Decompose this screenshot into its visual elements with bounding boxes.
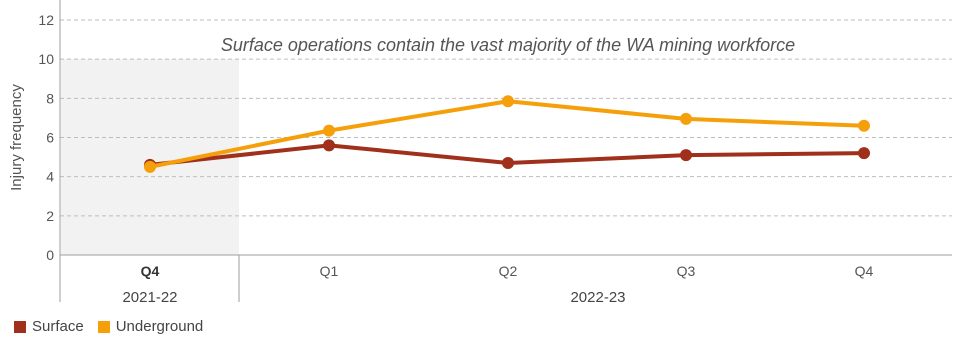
legend-swatch-underground [97, 320, 110, 333]
x-tick-label: Q2 [499, 263, 518, 279]
y-tick-label: 12 [38, 12, 54, 28]
gridlines [60, 19, 952, 217]
data-point-underground [858, 119, 870, 132]
y-tick-labels: 0 2 4 6 8 10 12 [38, 12, 54, 263]
x-group-label: 2021-22 [122, 289, 177, 306]
data-point-underground [144, 160, 156, 173]
chart-annotation: Surface operations contain the vast majo… [221, 35, 795, 55]
legend-swatch-surface [14, 320, 26, 333]
legend-label-surface: Surface [32, 318, 84, 335]
x-tick-label: Q1 [320, 263, 339, 279]
data-point-surface [323, 139, 335, 152]
data-point-underground [680, 112, 692, 125]
data-point-underground [502, 95, 514, 108]
legend-item-underground: Underground [97, 318, 204, 335]
x-group-labels: 2021-22 2022-23 [122, 289, 625, 306]
legend-item-surface: Surface [14, 318, 84, 335]
y-tick-label: 0 [46, 247, 54, 263]
y-tick-label: 2 [46, 208, 54, 224]
y-axis-label: Injury frequency [8, 84, 25, 191]
series-lines [144, 95, 870, 173]
x-group-label: 2022-23 [570, 289, 625, 306]
y-tick-label: 4 [46, 169, 54, 185]
data-point-surface [502, 156, 514, 169]
y-tick-label: 6 [46, 130, 54, 146]
y-tick-label: 10 [38, 51, 54, 67]
x-tick-label: Q4 [855, 263, 874, 279]
data-point-surface [680, 149, 692, 162]
x-tick-label: Q3 [677, 263, 696, 279]
data-point-underground [323, 124, 335, 137]
x-tick-labels: Q4 Q1 Q2 Q3 Q4 [141, 263, 874, 279]
y-tick-label: 8 [46, 90, 54, 106]
x-tick-label: Q4 [141, 263, 160, 279]
legend-label-underground: Underground [115, 318, 204, 335]
axes [59, 0, 952, 302]
series-line-underground [148, 99, 866, 169]
data-point-surface [858, 147, 870, 160]
legend: Surface Underground [14, 318, 217, 335]
